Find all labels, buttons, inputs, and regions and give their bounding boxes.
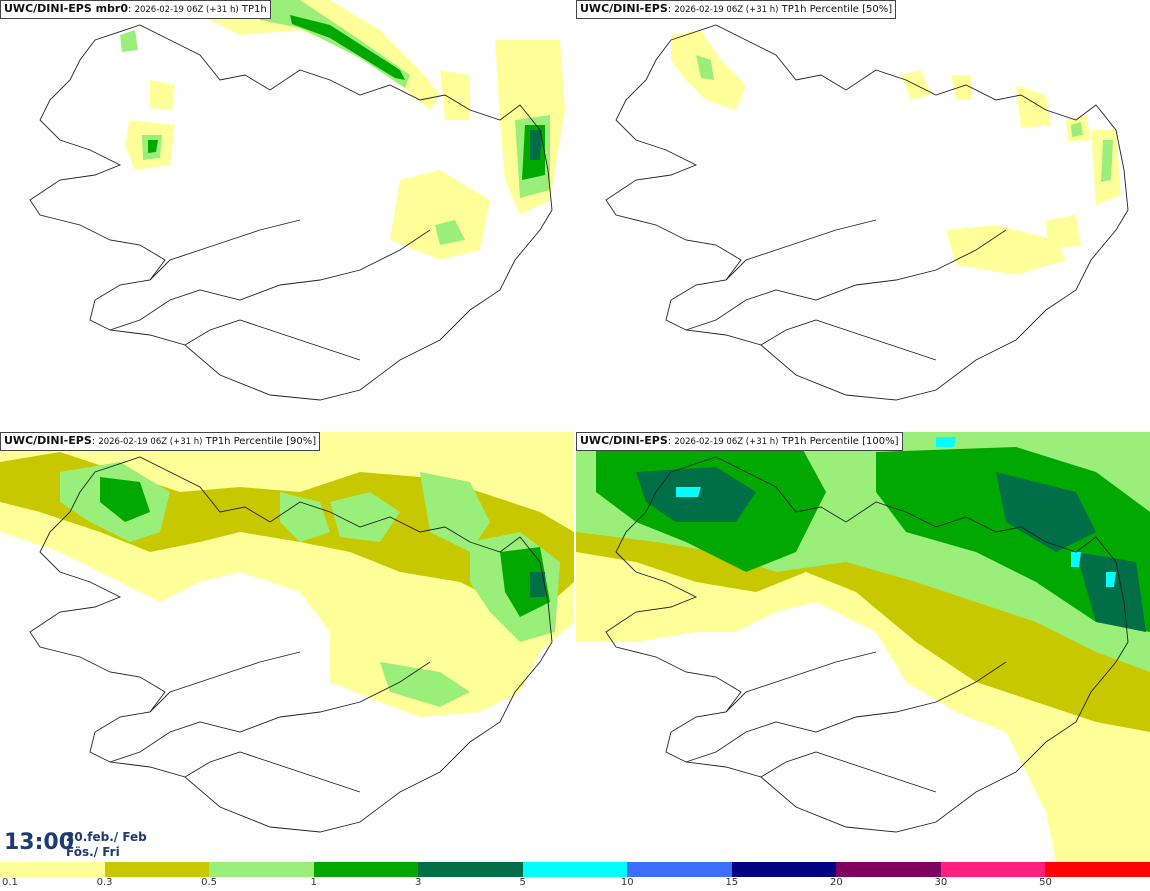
precip-map [576, 432, 1150, 862]
valid-date-line2: Fös./ Fri [66, 845, 120, 859]
run-time: 2026-02-19 06Z (+31 h) [98, 437, 203, 447]
precip-colorbar [0, 862, 1150, 877]
iceland-coastline [605, 24, 1129, 401]
precip-field [120, 0, 565, 260]
panel-title: UWC/DINI-EPS mbr0: 2026-02-19 06Z (+31 h… [0, 0, 271, 19]
iceland-coastline [605, 456, 1129, 833]
colorbar-tick-label: 1 [310, 877, 317, 888]
colorbar-ticks: 0.1 0.3 0.5 1 3 5 10 15 20 30 50 [0, 877, 1150, 891]
colorbar-segment [940, 862, 1046, 877]
valid-date-line1: 20.feb./ Feb [66, 830, 147, 844]
precip-map [0, 432, 574, 833]
panel-title: UWC/DINI-EPS: 2026-02-19 06Z (+31 h) TP1… [0, 432, 321, 451]
iceland-coastline [29, 24, 553, 401]
colorbar-segment [313, 862, 419, 877]
model-name: UWC/DINI-EPS [4, 434, 92, 447]
colorbar-tick-label: 20 [829, 877, 843, 888]
colorbar-tick-label: 10 [620, 877, 634, 888]
valid-time-box: 13:00 20.feb./ Feb Fös./ Fri [0, 826, 165, 862]
colorbar-tick-label: 15 [725, 877, 739, 888]
precip-map [29, 0, 565, 401]
model-name: UWC/DINI-EPS mbr0 [4, 2, 128, 15]
field-name: TP1h [241, 4, 267, 15]
colorbar-tick-label: 50 [1039, 877, 1052, 888]
colorbar-segment [627, 862, 732, 877]
precip-field [576, 432, 1150, 862]
colorbar-tick-label: 0.1 [2, 877, 18, 888]
map-panel-mbr0: UWC/DINI-EPS mbr0: 2026-02-19 06Z (+31 h… [0, 0, 574, 430]
colorbar-segment [522, 862, 628, 877]
colorbar-tick-label: 30 [934, 877, 948, 888]
field-name: TP1h Percentile [90%] [205, 436, 317, 447]
run-time: 2026-02-19 06Z (+31 h) [134, 5, 239, 15]
panel-title: UWC/DINI-EPS: 2026-02-19 06Z (+31 h) TP1… [576, 432, 903, 451]
colorbar-tick-label: 0.5 [201, 877, 218, 888]
panel-title: UWC/DINI-EPS: 2026-02-19 06Z (+31 h) TP1… [576, 0, 897, 19]
colorbar-segment [0, 862, 105, 877]
precip-map [605, 24, 1129, 401]
valid-date: 20.feb./ Feb Fös./ Fri [66, 830, 147, 860]
map-panel-p50: UWC/DINI-EPS: 2026-02-19 06Z (+31 h) TP1… [576, 0, 1150, 430]
run-time: 2026-02-19 06Z (+31 h) [674, 437, 779, 447]
colorbar-segment [836, 862, 941, 877]
map-panel-p100: UWC/DINI-EPS: 2026-02-19 06Z (+31 h) TP1… [576, 432, 1150, 862]
colorbar-segment [418, 862, 523, 877]
colorbar-tick-label: 3 [414, 877, 422, 888]
field-name: TP1h Percentile [50%] [781, 4, 893, 15]
model-name: UWC/DINI-EPS [580, 2, 668, 15]
valid-time: 13:00 [4, 830, 75, 855]
colorbar-segment [104, 862, 210, 877]
map-panel-p90: UWC/DINI-EPS: 2026-02-19 06Z (+31 h) TP1… [0, 432, 574, 862]
colorbar-segment [1045, 862, 1150, 877]
iceland-coastline [29, 456, 553, 833]
field-name: TP1h Percentile [100%] [781, 436, 899, 447]
run-time: 2026-02-19 06Z (+31 h) [674, 5, 779, 15]
colorbar-tick-label: 0.3 [96, 877, 113, 888]
colorbar-segment [731, 862, 837, 877]
colorbar-segment [209, 862, 314, 877]
precip-field [671, 30, 1121, 275]
model-name: UWC/DINI-EPS [580, 434, 668, 447]
colorbar-tick-label: 5 [519, 877, 526, 888]
precip-field [0, 432, 574, 717]
